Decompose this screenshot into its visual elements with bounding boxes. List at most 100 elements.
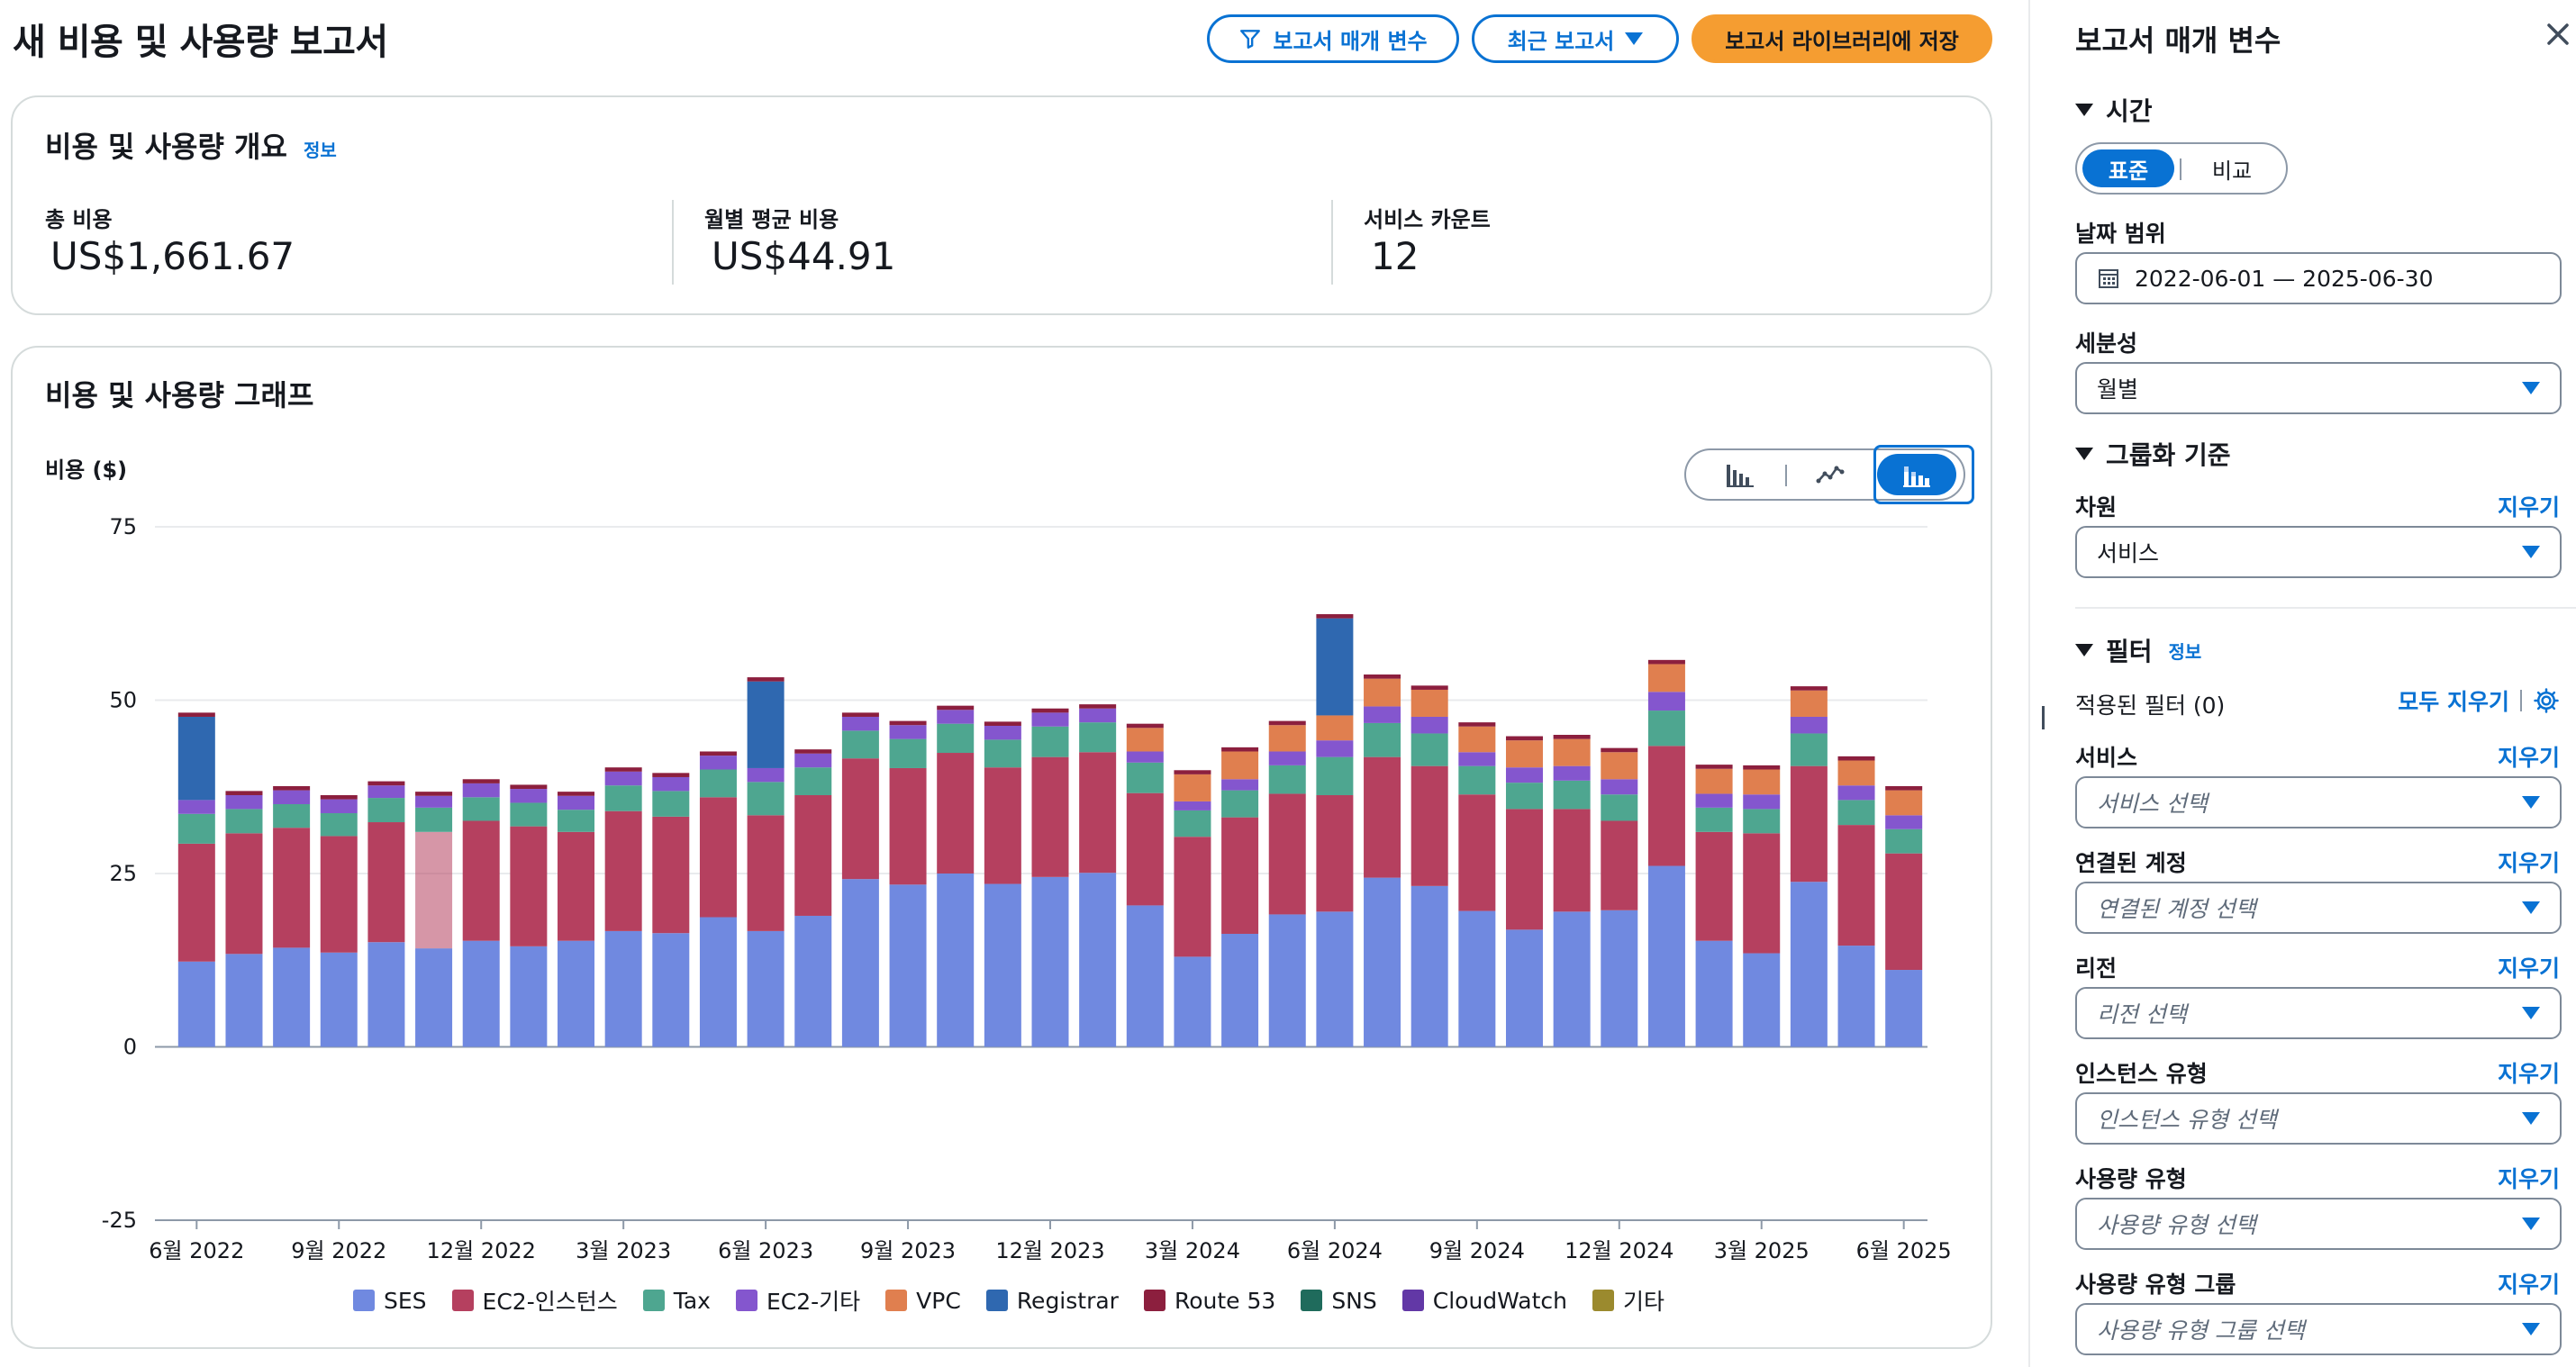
legend-swatch <box>1401 1290 1424 1311</box>
filter-clear-link[interactable]: 지우기 <box>2497 955 2560 982</box>
bar-segment-registrar <box>177 716 215 801</box>
time-section-toggle[interactable]: 시간 <box>2075 92 2153 128</box>
total-cost-label: 총 비용 <box>45 207 113 232</box>
bar-segment-ec2-기타 <box>1268 751 1306 765</box>
bar-segment-ec2-인스턴스 <box>367 822 405 943</box>
bar-segment-ec2-인스턴스 <box>320 836 358 953</box>
bar-segment-tax <box>1837 800 1875 826</box>
caret-down-icon <box>2522 1112 2540 1125</box>
filter-clear-link[interactable]: 지우기 <box>2497 1166 2560 1192</box>
recent-reports-button[interactable]: 최근 보고서 <box>1472 14 1679 63</box>
filter-select[interactable]: 인스턴스 유형 선택 <box>2075 1092 2562 1145</box>
bar-segment-ec2-인스턴스 <box>1837 825 1875 946</box>
legend-item[interactable]: EC2-인스턴스 <box>451 1284 618 1317</box>
legend-item[interactable]: 기타 <box>1592 1284 1664 1317</box>
resize-handle[interactable] <box>2042 706 2045 729</box>
bar-segment-ses <box>652 933 690 1047</box>
bar-segment-ses <box>225 954 263 1047</box>
bar-segment-route-53 <box>1601 747 1638 753</box>
caret-down-icon <box>1625 32 1644 45</box>
bar-segment-ec2-기타 <box>367 785 405 799</box>
bar-segment-route-53 <box>1790 686 1828 691</box>
bar-segment-ses <box>1695 940 1733 1047</box>
bar-segment-tax <box>652 791 690 817</box>
filter-select[interactable]: 서비스 선택 <box>2075 776 2562 828</box>
bar-segment-ec2-기타 <box>1837 785 1875 801</box>
bar-segment-ec2-기타 <box>1553 765 1591 781</box>
bar-segment-tax <box>1410 733 1448 766</box>
bar-segment-route-53 <box>1221 747 1259 752</box>
bar-segment-route-53 <box>794 749 832 754</box>
line-chart-button[interactable] <box>1794 456 1866 493</box>
page-title: 새 비용 및 사용량 보고서 <box>13 22 388 63</box>
dimension-clear-link[interactable]: 지우기 <box>2497 494 2560 521</box>
legend-item[interactable]: VPC <box>885 1288 961 1314</box>
legend-item[interactable]: SES <box>353 1288 427 1314</box>
bar-segment-route-53 <box>1505 736 1543 741</box>
filter-clear-link[interactable]: 지우기 <box>2497 1272 2560 1298</box>
filter-select[interactable]: 사용량 유형 그룹 선택 <box>2075 1303 2562 1355</box>
bar-segment-ec2-인스턴스 <box>1031 756 1069 877</box>
gear-icon[interactable] <box>2533 687 2560 714</box>
legend-item[interactable]: EC2-기타 <box>735 1284 860 1317</box>
filter-select[interactable]: 연결된 계정 선택 <box>2075 882 2562 934</box>
bar-segment-ses <box>558 940 595 1047</box>
bar-segment-route-53 <box>177 712 215 717</box>
bar-chart-button[interactable] <box>1704 456 1776 493</box>
date-range-value: 2022-06-01 — 2025-06-30 <box>2135 265 2434 292</box>
filter-section-toggle[interactable]: 필터 정보 <box>2075 632 2201 668</box>
bar-segment-ec2-인스턴스 <box>1885 853 1923 971</box>
save-to-library-button[interactable]: 보고서 라이브러리에 저장 <box>1692 14 1992 63</box>
bar-segment-ec2-인스턴스 <box>889 767 927 885</box>
bar-segment-vpc <box>1601 752 1638 780</box>
legend-item[interactable]: Tax <box>642 1288 711 1314</box>
bar-segment-ec2-인스턴스 <box>937 753 975 874</box>
caret-down-icon <box>2522 1007 2540 1019</box>
y-tick-label: 75 <box>109 514 137 539</box>
bar-segment-tax <box>1505 783 1543 810</box>
legend-item[interactable]: CloudWatch <box>1401 1287 1568 1314</box>
granularity-select[interactable]: 월별 <box>2075 362 2562 414</box>
report-params-button[interactable]: 보고서 매개 변수 <box>1207 14 1459 63</box>
clear-all-link[interactable]: 모두 지우기 <box>2398 689 2509 715</box>
date-range-input[interactable]: 2022-06-01 — 2025-06-30 <box>2075 252 2562 304</box>
bar-segment-route-53 <box>604 767 642 772</box>
bar-segment-ec2-기타 <box>1364 706 1401 723</box>
close-icon[interactable] <box>2540 16 2576 52</box>
x-tick-label: 12월 2022 <box>427 1238 536 1263</box>
bar-segment-tax <box>1647 711 1685 747</box>
dimension-select[interactable]: 서비스 <box>2075 526 2562 578</box>
filter-clear-link[interactable]: 지우기 <box>2497 850 2560 876</box>
info-link[interactable]: 정보 <box>303 139 337 161</box>
legend-label: 기타 <box>1623 1289 1665 1315</box>
bar-segment-vpc <box>1410 689 1448 717</box>
x-tick-label: 12월 2024 <box>1565 1238 1673 1263</box>
bar-segment-ec2-기타 <box>273 790 311 804</box>
bar-segment-tax <box>273 804 311 828</box>
bar-segment-tax <box>1126 762 1164 793</box>
bar-segment-ses <box>415 948 453 1047</box>
standard-option[interactable]: 표준 <box>2082 149 2174 187</box>
legend-item[interactable]: Route 53 <box>1143 1287 1276 1314</box>
filter-select[interactable]: 사용량 유형 선택 <box>2075 1198 2562 1250</box>
bar-segment-vpc <box>1505 740 1543 768</box>
legend-label: SNS <box>1331 1287 1377 1314</box>
bar-segment-ec2-기타 <box>1221 779 1259 791</box>
filter-select[interactable]: 리전 선택 <box>2075 987 2562 1039</box>
filter-clear-link[interactable]: 지우기 <box>2497 1061 2560 1087</box>
y-tick-label: -25 <box>102 1208 137 1233</box>
compare-option[interactable]: 비교 <box>2211 158 2253 184</box>
legend-item[interactable]: Registrar <box>985 1288 1119 1314</box>
filter-info-link[interactable]: 정보 <box>2168 640 2202 663</box>
legend-label: Route 53 <box>1174 1287 1276 1314</box>
main-content: 새 비용 및 사용량 보고서 보고서 매개 변수 최근 보고서 보고서 라이브러… <box>11 14 1992 1349</box>
group-by-section-toggle[interactable]: 그룹화 기준 <box>2075 436 2231 472</box>
legend-label: CloudWatch <box>1432 1287 1568 1314</box>
filter-clear-link[interactable]: 지우기 <box>2497 745 2560 771</box>
bar-segment-ec2-기타 <box>415 795 453 808</box>
stacked-bar-chart-button[interactable] <box>1877 454 1956 495</box>
kpi-divider <box>1331 200 1333 285</box>
legend-item[interactable]: SNS <box>1301 1287 1377 1314</box>
bar-segment-ec2-인스턴스 <box>699 797 737 918</box>
bar-segment-route-53 <box>1647 659 1685 665</box>
